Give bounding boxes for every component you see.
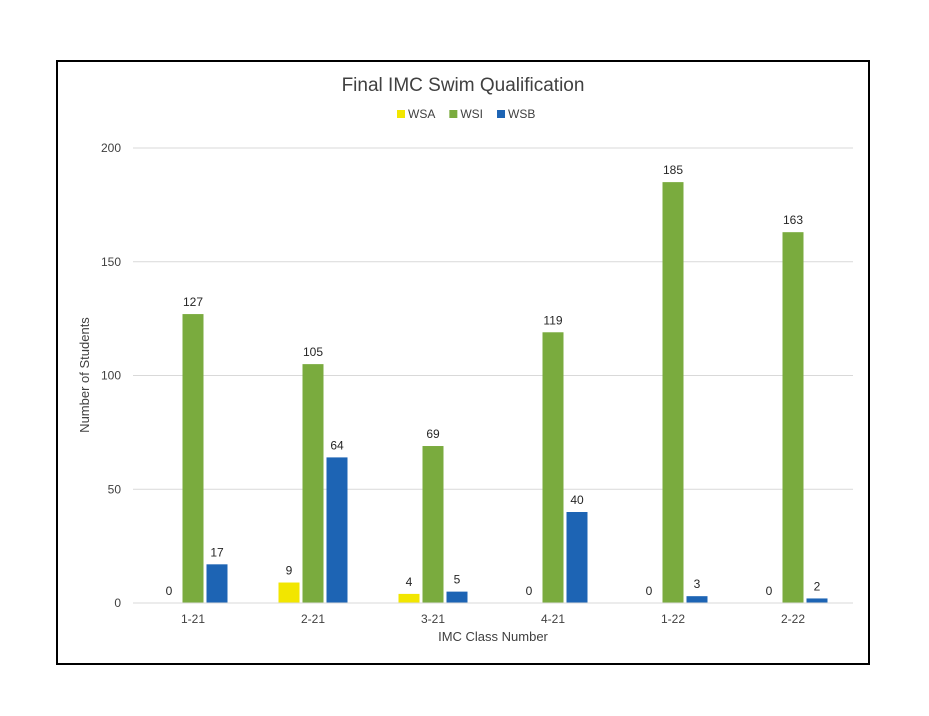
bar-wsi: [542, 332, 564, 603]
y-axis-ticks: 0 50 100 150 200: [101, 141, 121, 610]
y-axis-label: Number of Students: [77, 317, 92, 433]
x-tick-label: 1-22: [661, 612, 685, 626]
data-label: 0: [166, 584, 173, 598]
y-tick-label: 50: [108, 482, 122, 496]
legend-swatch: [449, 110, 458, 118]
data-label: 163: [783, 213, 803, 227]
data-label: 69: [426, 427, 440, 441]
data-label: 2: [814, 579, 821, 593]
legend-swatch: [497, 110, 506, 118]
x-tick-label: 2-21: [301, 612, 325, 626]
gridlines: [133, 147, 853, 490]
bar-wsb: [446, 591, 468, 603]
data-label: 64: [330, 438, 344, 452]
x-tick-label: 3-21: [421, 612, 445, 626]
data-labels: 0 127 17 9 105 64 4 69 5 0 119 40 0 185 3 0 163 2: [166, 163, 821, 598]
bar-wsb: [806, 598, 828, 603]
y-tick-label: 100: [101, 369, 121, 383]
legend-label: WSB: [508, 107, 535, 121]
bar-wsb: [566, 512, 588, 603]
data-label: 119: [543, 313, 562, 327]
data-label: 127: [183, 295, 203, 309]
bar-wsb: [326, 457, 348, 603]
bar-wsi: [182, 314, 204, 603]
data-label: 40: [570, 493, 584, 507]
legend: WSA WSI WSB: [397, 107, 535, 121]
data-label: 0: [766, 584, 773, 598]
data-label: 4: [406, 575, 413, 589]
bar-wsi: [662, 182, 684, 603]
data-label: 185: [663, 163, 683, 177]
x-tick-label: 4-21: [541, 612, 565, 626]
data-label: 0: [646, 584, 653, 598]
y-tick-label: 150: [101, 255, 121, 269]
bar-wsb: [686, 596, 708, 603]
legend-swatch: [397, 110, 405, 118]
data-label: 105: [303, 345, 323, 359]
data-label: 9: [286, 564, 293, 578]
legend-label: WSI: [460, 107, 483, 121]
bar-wsi: [422, 446, 444, 603]
x-tick-label: 2-22: [781, 612, 805, 626]
data-label: 17: [210, 545, 224, 559]
x-axis-label: IMC Class Number: [438, 629, 548, 644]
bar-wsb: [206, 564, 228, 603]
x-axis-ticks: 1-21 2-21 3-21 4-21 1-22 2-22: [181, 612, 805, 626]
y-tick-label: 200: [101, 141, 121, 155]
legend-label: WSA: [408, 107, 435, 121]
data-label: 5: [454, 573, 461, 587]
x-tick-label: 1-21: [181, 612, 205, 626]
data-label: 0: [526, 584, 533, 598]
bars: [182, 182, 828, 604]
chart-title: Final IMC Swim Qualification: [342, 75, 585, 96]
bar-wsi: [302, 364, 324, 603]
bar-wsa: [278, 582, 300, 603]
y-tick-label: 0: [114, 596, 121, 610]
data-label: 3: [694, 577, 701, 591]
bar-wsa: [398, 593, 420, 603]
bar-wsi: [782, 232, 804, 604]
